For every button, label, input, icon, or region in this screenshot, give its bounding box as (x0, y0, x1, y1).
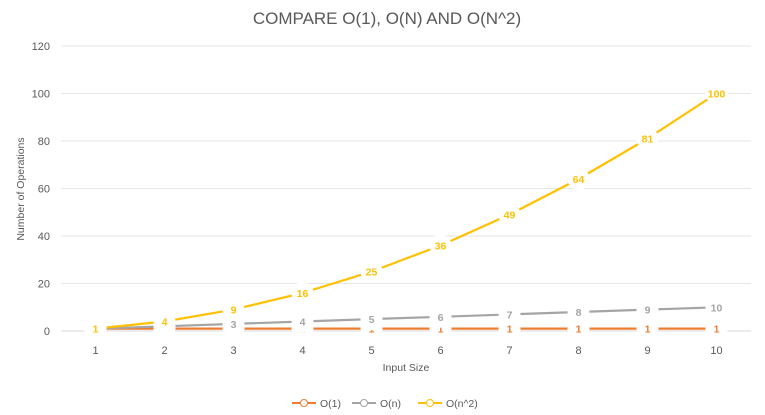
data-point-marker (429, 234, 452, 257)
data-label: 5 (369, 314, 375, 326)
series-line (94, 92, 718, 330)
data-label: 1 (714, 324, 720, 336)
legend: O(1) O(n) O(n^2) (292, 398, 478, 410)
data-point-marker (705, 296, 728, 319)
series-line (94, 306, 718, 330)
x-tick-label: 10 (710, 345, 722, 357)
y-tick-label: 80 (38, 136, 50, 148)
x-axis-title: Input Size (383, 362, 430, 374)
x-tick-label: 5 (368, 345, 374, 357)
data-point-marker (291, 282, 314, 304)
data-point-marker (567, 317, 590, 340)
x-tick-label: 3 (230, 345, 236, 357)
data-point-marker (84, 317, 107, 340)
legend-marker (360, 399, 368, 407)
data-label: 16 (297, 288, 309, 300)
legend-item-label: O(1) (320, 398, 341, 410)
data-point-marker (153, 310, 176, 333)
data-labels: 111111111112345678910149162536496481100 (84, 82, 728, 340)
data-label: 3 (231, 319, 237, 331)
data-point-marker (222, 298, 245, 321)
y-tick-label: 60 (38, 184, 50, 196)
y-tick-label: 120 (32, 41, 50, 53)
legend-item-label: O(n) (380, 398, 401, 410)
data-label: 10 (711, 302, 723, 314)
y-axis-title: Number of Operations (15, 137, 27, 240)
data-label: 1 (438, 324, 444, 336)
x-tick-label: 1 (92, 345, 98, 357)
data-label: 4 (162, 317, 168, 329)
data-label: 81 (642, 134, 654, 146)
x-tick-label: 8 (575, 345, 581, 357)
data-point-marker (567, 301, 590, 323)
y-tick-label: 100 (32, 89, 50, 101)
data-point-marker (567, 168, 590, 190)
data-point-marker (498, 203, 521, 226)
data-label: 1 (576, 324, 582, 336)
data-label: 1 (93, 324, 99, 336)
data-label: 100 (708, 89, 726, 101)
data-label: 25 (366, 267, 378, 279)
x-tick-label: 9 (644, 345, 650, 357)
data-point-marker (360, 260, 383, 283)
data-point-marker (291, 310, 314, 333)
data-point-marker (636, 298, 659, 321)
x-axis-ticks: 1 2 3 4 5 6 7 8 9 10 (92, 345, 722, 357)
data-label: 1 (507, 324, 513, 336)
data-label: 1 (645, 324, 651, 336)
data-point-marker (498, 303, 521, 326)
data-label: 64 (573, 174, 585, 186)
x-tick-label: 6 (437, 345, 443, 357)
data-label: 9 (231, 305, 237, 317)
data-point-marker (429, 305, 452, 328)
data-label: 36 (435, 241, 447, 253)
x-tick-label: 7 (506, 345, 512, 357)
data-point-marker (636, 127, 659, 150)
series-lines (94, 92, 718, 330)
gridlines (61, 45, 751, 332)
y-axis-ticks: 0 20 40 60 80 100 120 (32, 41, 50, 338)
y-tick-label: 0 (44, 326, 50, 338)
legend-marker (426, 399, 434, 407)
x-tick-label: 2 (161, 345, 167, 357)
data-point-marker (705, 317, 728, 340)
data-point-marker (705, 82, 728, 105)
legend-marker (300, 399, 308, 407)
chart-title: COMPARE O(1), O(N) AND O(N^2) (253, 9, 521, 28)
data-label: 9 (645, 305, 651, 317)
data-label: 4 (300, 317, 306, 329)
data-label: 7 (507, 309, 513, 321)
data-point-marker (636, 317, 659, 340)
data-label: 8 (576, 307, 582, 319)
y-tick-label: 40 (38, 231, 50, 243)
data-point-marker (360, 308, 383, 331)
y-tick-label: 20 (38, 279, 50, 291)
x-tick-label: 4 (299, 345, 305, 357)
data-label: 6 (438, 312, 444, 324)
legend-item-label: O(n^2) (446, 398, 478, 410)
data-label: 49 (504, 210, 516, 222)
